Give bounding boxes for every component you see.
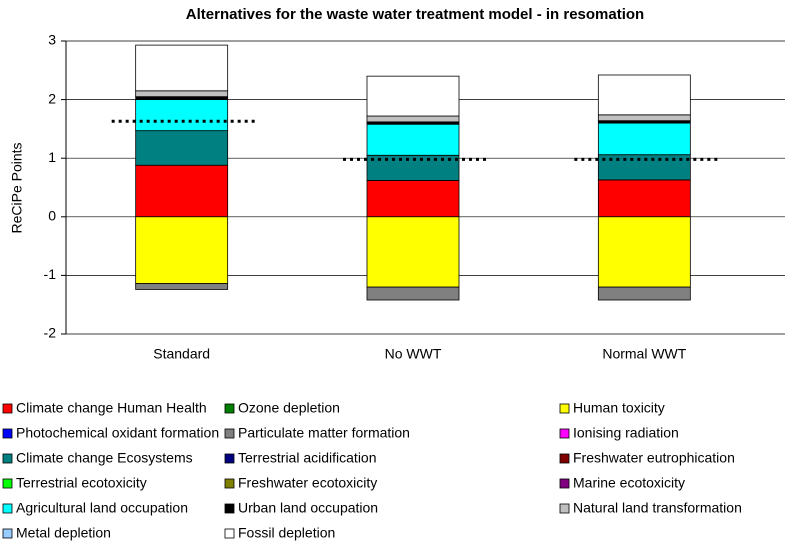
legend-swatch <box>224 403 235 414</box>
legend-label: Freshwater eutrophication <box>573 450 735 466</box>
legend-swatch <box>224 428 235 439</box>
bar-segment <box>597 74 691 116</box>
bar-segment <box>135 216 229 285</box>
x-tick-label: Normal WWT <box>602 346 686 362</box>
legend-swatch <box>2 403 13 414</box>
legend-swatch <box>2 453 13 464</box>
legend-swatch <box>559 428 570 439</box>
x-tick-label: Standard <box>153 346 210 362</box>
chart-title: Alternatives for the waste water treatme… <box>186 6 644 23</box>
y-tick-label: -1 <box>44 266 57 282</box>
bar-segment <box>135 164 229 218</box>
legend-swatch <box>224 503 235 514</box>
legend-label: Metal depletion <box>16 525 111 541</box>
bar-segment <box>135 283 229 290</box>
bar-segment <box>597 114 691 122</box>
bar-segment <box>366 216 460 288</box>
y-tick-label: 3 <box>48 32 56 48</box>
legend-swatch <box>559 403 570 414</box>
legend-label: Freshwater ecotoxicity <box>238 475 377 491</box>
legend-swatch <box>559 503 570 514</box>
y-axis-label: ReCiPe Points <box>9 142 25 233</box>
y-tick-label: 1 <box>48 149 56 165</box>
y-tick-label: 0 <box>48 208 56 224</box>
legend-label: Terrestrial acidification <box>238 450 377 466</box>
bar-segment <box>366 115 460 123</box>
legend-label: Terrestrial ecotoxicity <box>16 475 147 491</box>
legend-label: Ionising radiation <box>573 425 679 441</box>
legend-label: Natural land transformation <box>573 500 742 516</box>
bar-segment <box>135 130 229 166</box>
legend-swatch <box>2 503 13 514</box>
legend-swatch <box>224 528 235 539</box>
y-tick-label: -2 <box>44 325 57 341</box>
x-tick-label: No WWT <box>385 346 442 362</box>
bar-segment <box>135 90 229 98</box>
legend-label: Particulate matter formation <box>238 425 410 441</box>
bar-segment <box>135 99 229 132</box>
bar-segment <box>135 96 229 100</box>
legend-swatch <box>224 453 235 464</box>
legend-label: Ozone depletion <box>238 400 340 416</box>
bar-segment <box>366 286 460 301</box>
legend-swatch <box>2 478 13 489</box>
bar-segment <box>597 122 691 156</box>
bar-segment <box>366 180 460 218</box>
legend-label: Marine ecotoxicity <box>573 475 685 491</box>
bar-segment <box>597 179 691 218</box>
legend-swatch <box>559 478 570 489</box>
bar-segment <box>597 286 691 301</box>
legend-swatch <box>559 453 570 464</box>
legend-label: Human toxicity <box>573 400 665 416</box>
legend-swatch <box>2 528 13 539</box>
legend-label: Climate change Human Health <box>16 400 207 416</box>
bar-segment <box>366 123 460 156</box>
bar-segment <box>366 75 460 117</box>
legend-swatch <box>2 428 13 439</box>
bar-segment <box>597 216 691 288</box>
legend-swatch <box>224 478 235 489</box>
y-tick-label: 2 <box>48 90 56 106</box>
bar-segment <box>135 44 229 92</box>
legend-label: Climate change Ecosystems <box>16 450 193 466</box>
legend-label: Agricultural land occupation <box>16 500 188 516</box>
legend-label: Fossil depletion <box>238 525 335 541</box>
legend-label: Photochemical oxidant formation <box>16 425 219 441</box>
legend-label: Urban land occupation <box>238 500 378 516</box>
